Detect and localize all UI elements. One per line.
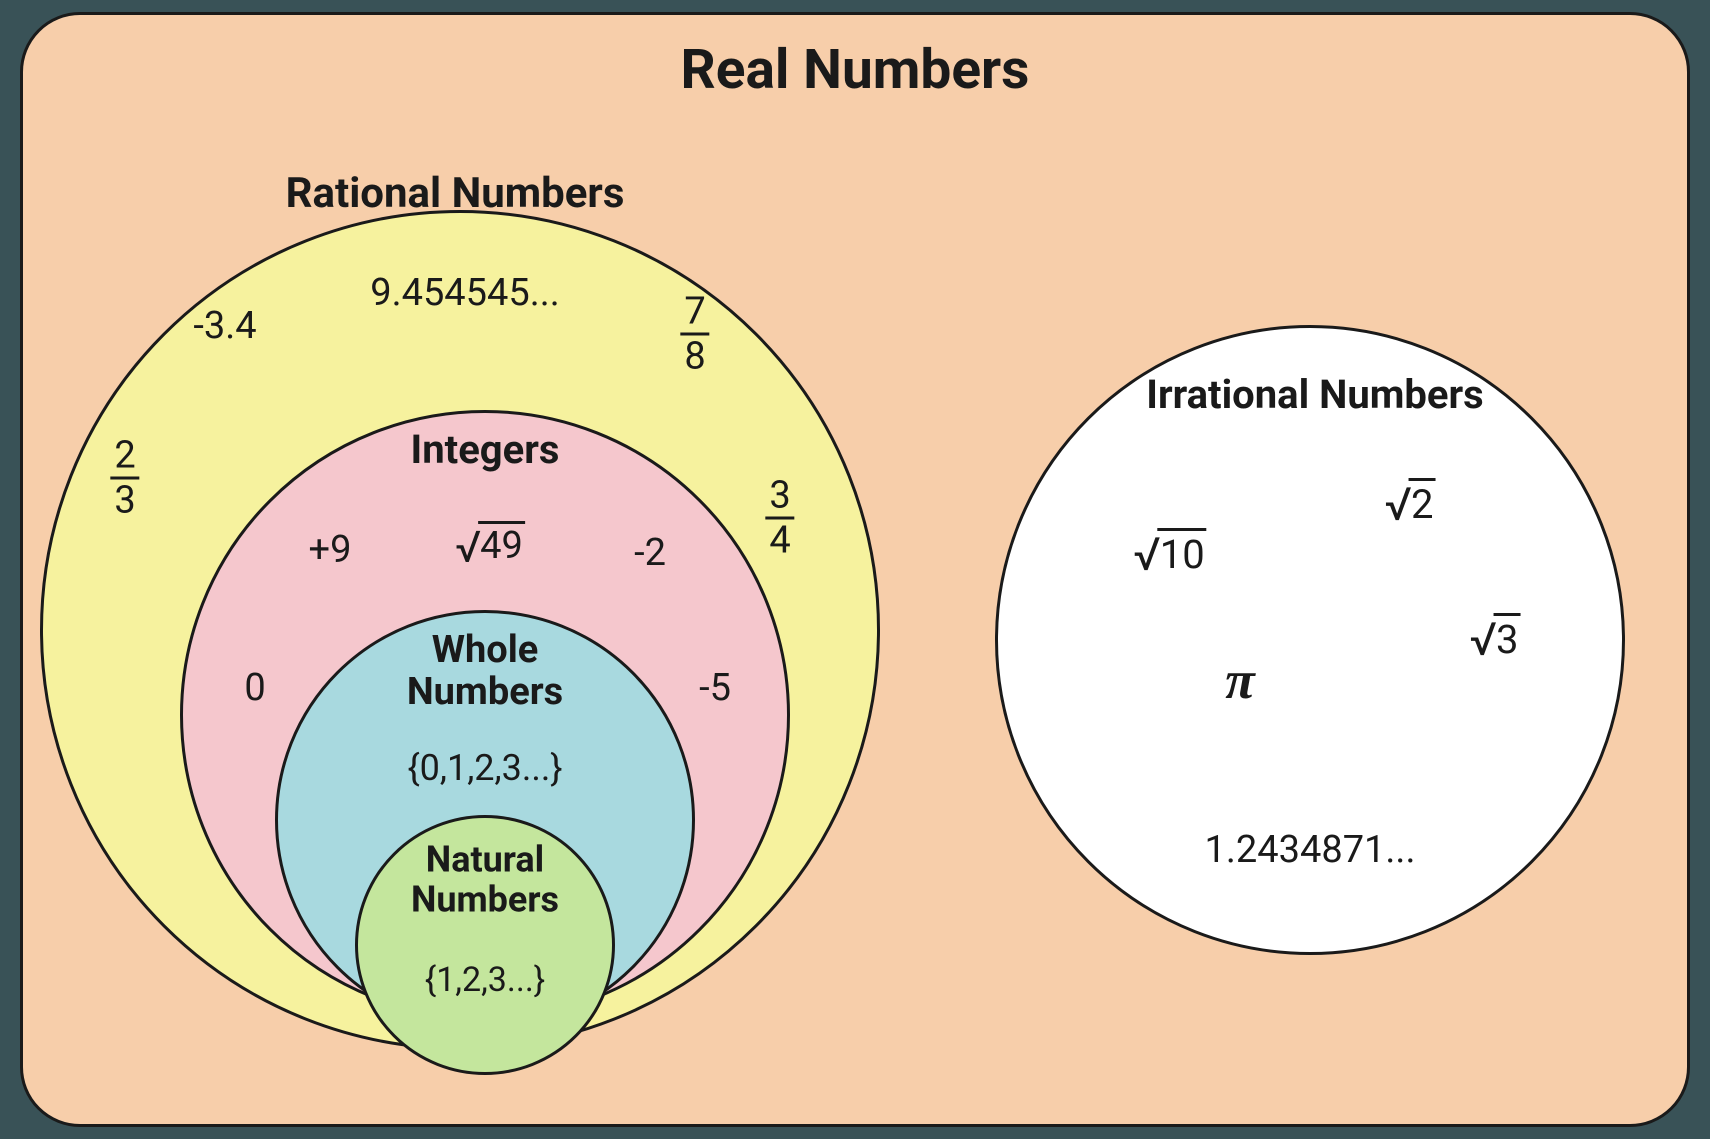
irrational-example: √2 bbox=[1385, 478, 1436, 532]
rational-example: 9.454545... bbox=[370, 271, 560, 315]
whole-example: {0,1,2,3...} bbox=[407, 747, 562, 789]
irrational-example: π bbox=[1225, 649, 1254, 711]
rational-example: 23 bbox=[110, 437, 139, 520]
rational-label: Rational Numbers bbox=[286, 171, 625, 217]
rational-example: -3.4 bbox=[193, 304, 256, 348]
rational-example: 34 bbox=[765, 477, 794, 560]
irrational-example: 1.2434871... bbox=[1205, 828, 1416, 872]
natural-example: {1,2,3...} bbox=[425, 960, 546, 1000]
real-numbers-title: Real Numbers bbox=[681, 40, 1030, 101]
integers-example: +9 bbox=[309, 528, 352, 572]
integers-example: -5 bbox=[699, 666, 731, 710]
integers-example: √49 bbox=[455, 521, 525, 573]
integers-label: Integers bbox=[411, 428, 560, 472]
irrational-label: Irrational Numbers bbox=[1146, 373, 1483, 417]
rational-example: 78 bbox=[680, 293, 709, 376]
natural-label: Natural Numbers bbox=[385, 840, 585, 919]
irrational-example: √3 bbox=[1470, 613, 1521, 667]
whole-label: Whole Numbers bbox=[375, 630, 595, 714]
integers-example: -2 bbox=[634, 531, 666, 575]
irrational-example: √10 bbox=[1133, 528, 1206, 582]
diagram-canvas: Real Numbers Rational Numbers Integers W… bbox=[0, 0, 1710, 1139]
integers-example: 0 bbox=[244, 666, 265, 710]
